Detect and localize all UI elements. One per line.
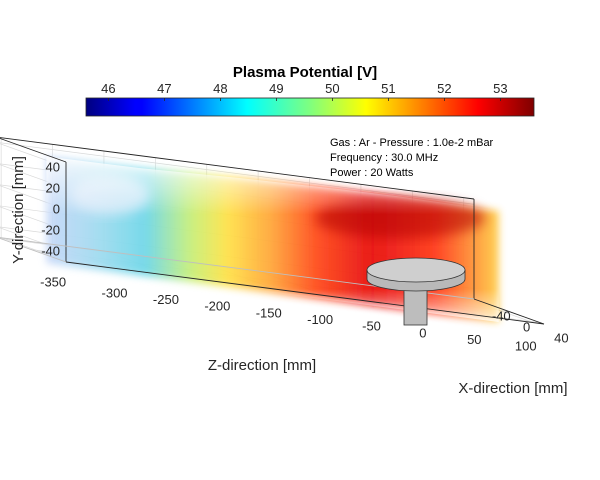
x-tick-label: 0 xyxy=(523,320,530,335)
chart-title: Plasma Potential [V] xyxy=(233,64,377,81)
colorbar-gradient xyxy=(85,97,535,117)
frame-edge xyxy=(65,261,545,325)
colorbar-tick-label: 50 xyxy=(325,81,339,96)
electrode-plate xyxy=(366,257,466,283)
z-tick-label: -250 xyxy=(153,292,179,307)
annotations: Gas : Ar - Pressure : 1.0e-2 mBar Freque… xyxy=(330,137,494,179)
y-tick-label: 40 xyxy=(46,159,60,174)
colorbar-tick-label: 51 xyxy=(381,81,395,96)
colorbar-tick-label: 52 xyxy=(437,81,451,96)
grid-line xyxy=(0,142,475,205)
z-tick-label: 50 xyxy=(467,332,481,347)
annotation-gas: Gas : Ar - Pressure : 1.0e-2 mBar xyxy=(330,137,494,149)
z-tick-label: -200 xyxy=(204,299,230,314)
frame-edge xyxy=(0,137,475,200)
x-axis-ticks: -40 0 40 xyxy=(492,308,569,345)
electrode xyxy=(366,257,466,326)
colorbar-tick-label: 47 xyxy=(157,81,171,96)
x-tick-label: 40 xyxy=(554,331,568,346)
z-tick-label: 100 xyxy=(515,339,537,354)
colorbar-tick-label: 53 xyxy=(493,81,507,96)
y-tick-label: -40 xyxy=(41,243,60,258)
colorbar-ticks: 46 47 48 49 50 51 52 53 xyxy=(101,81,508,101)
colorbar-tick-label: 46 xyxy=(101,81,115,96)
z-tick-label: 0 xyxy=(419,325,426,340)
x-axis-label: X-direction [mm] xyxy=(458,380,567,397)
y-axis-ticks: -40 -20 0 20 40 xyxy=(41,159,60,258)
colorbar-tick-label: 49 xyxy=(269,81,283,96)
frame-edge xyxy=(473,298,545,325)
z-axis-label: Z-direction [mm] xyxy=(208,357,316,374)
z-tick-label: -300 xyxy=(102,285,128,300)
colorbar-tick-label: 48 xyxy=(213,81,227,96)
x-tick-label: -40 xyxy=(492,308,511,323)
z-tick-label: -50 xyxy=(362,319,381,334)
y-tick-label: 0 xyxy=(53,201,60,216)
annotation-power: Power : 20 Watts xyxy=(330,167,414,179)
annotation-frequency: Frequency : 30.0 MHz xyxy=(330,152,438,164)
z-axis-ticks: -350 -300 -250 -200 -150 -100 -50 0 50 100 xyxy=(40,275,536,354)
z-tick-label: -100 xyxy=(307,312,333,327)
colorbar: 46 47 48 49 50 51 52 53 xyxy=(85,81,535,117)
frame-edge xyxy=(0,237,67,263)
z-tick-label: -150 xyxy=(256,305,282,320)
y-tick-label: 20 xyxy=(46,180,60,195)
frame-edge xyxy=(0,137,67,163)
z-tick-label: -350 xyxy=(40,275,66,290)
y-axis-label: Y-direction [mm] xyxy=(10,156,27,264)
y-tick-label: -20 xyxy=(41,222,60,237)
